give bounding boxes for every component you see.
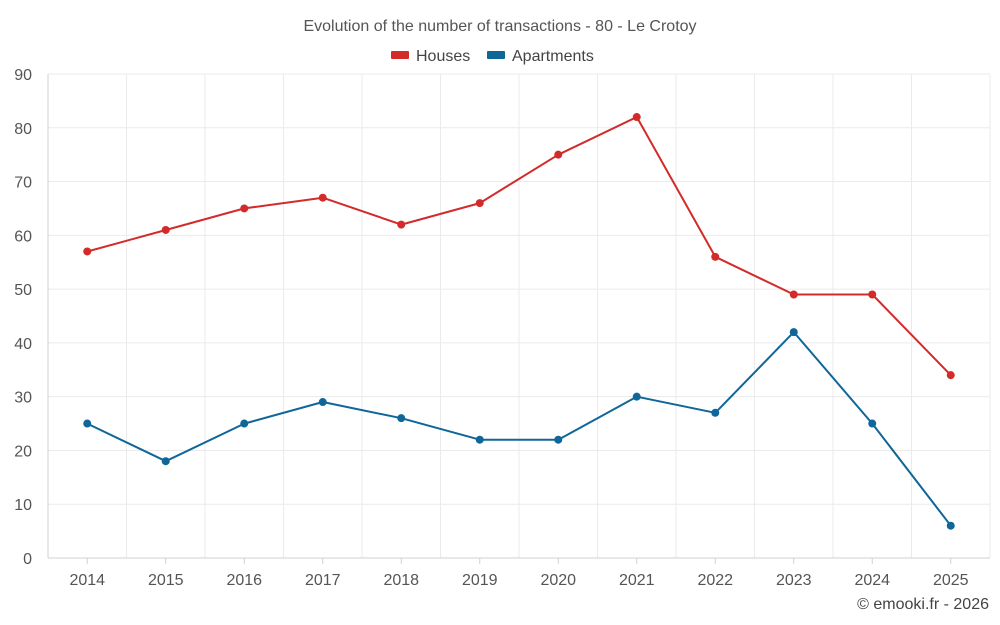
grid xyxy=(48,73,991,558)
y-tick-label: 30 xyxy=(14,390,32,407)
data-point-houses[interactable] xyxy=(789,290,798,299)
legend-label-apartments[interactable]: Apartments xyxy=(512,48,594,65)
x-tick-label: 2020 xyxy=(540,572,576,589)
data-point-apartments[interactable] xyxy=(240,419,249,428)
data-point-apartments[interactable] xyxy=(711,408,720,417)
y-axis: 0 10 20 30 40 50 60 70 80 90 xyxy=(14,67,49,568)
data-point-houses[interactable] xyxy=(83,247,92,256)
data-point-apartments[interactable] xyxy=(475,435,484,444)
data-point-houses[interactable] xyxy=(868,290,877,299)
credit-text: © emooki.fr - 2026 xyxy=(857,596,989,613)
y-tick-label: 10 xyxy=(14,497,32,514)
data-point-houses[interactable] xyxy=(711,252,720,261)
x-axis: 2014 2015 2016 2017 2018 2019 2020 2021 2022 2023… xyxy=(48,557,990,589)
y-tick-label: 40 xyxy=(14,336,32,353)
x-tick-label: 2014 xyxy=(69,572,105,589)
data-point-houses[interactable] xyxy=(632,113,641,122)
series-line-apartments xyxy=(86,331,952,527)
y-tick-label: 20 xyxy=(14,443,32,460)
y-tick-label: 60 xyxy=(14,228,32,245)
y-tick-label: 70 xyxy=(14,175,32,192)
data-point-houses[interactable] xyxy=(554,150,563,159)
y-tick-label: 90 xyxy=(14,67,32,84)
data-point-houses[interactable] xyxy=(240,204,249,213)
series-layer xyxy=(83,113,955,530)
x-tick-label: 2017 xyxy=(305,572,341,589)
x-tick-label: 2016 xyxy=(226,572,262,589)
x-tick-label: 2021 xyxy=(619,572,655,589)
data-point-houses[interactable] xyxy=(318,193,327,202)
x-tick-label: 2018 xyxy=(383,572,419,589)
data-point-houses[interactable] xyxy=(946,371,955,380)
series-line-houses xyxy=(87,116,952,376)
data-point-apartments[interactable] xyxy=(789,328,798,337)
data-point-apartments[interactable] xyxy=(397,414,406,423)
x-tick-label: 2022 xyxy=(697,572,733,589)
data-point-apartments[interactable] xyxy=(632,392,641,401)
data-point-apartments[interactable] xyxy=(554,435,563,444)
chart-title: Evolution of the number of transactions … xyxy=(303,18,696,35)
data-point-apartments[interactable] xyxy=(318,398,327,407)
legend: Houses Apartments xyxy=(391,48,594,65)
data-point-houses[interactable] xyxy=(161,225,170,234)
legend-swatch-houses xyxy=(391,51,409,59)
data-point-apartments[interactable] xyxy=(868,419,877,428)
x-tick-label: 2024 xyxy=(854,572,890,589)
legend-swatch-apartments xyxy=(487,51,505,59)
y-tick-label: 80 xyxy=(14,121,32,138)
x-tick-label: 2023 xyxy=(776,572,812,589)
x-tick-label: 2025 xyxy=(933,572,969,589)
legend-label-houses[interactable]: Houses xyxy=(416,48,470,65)
x-tick-label: 2015 xyxy=(148,572,184,589)
data-point-houses[interactable] xyxy=(475,199,484,208)
y-tick-label: 0 xyxy=(23,551,32,568)
data-point-apartments[interactable] xyxy=(161,457,170,466)
y-tick-label: 50 xyxy=(14,282,32,299)
x-tick-label: 2019 xyxy=(462,572,498,589)
data-point-houses[interactable] xyxy=(397,220,406,229)
data-point-apartments[interactable] xyxy=(83,419,92,428)
data-point-apartments[interactable] xyxy=(946,521,955,530)
